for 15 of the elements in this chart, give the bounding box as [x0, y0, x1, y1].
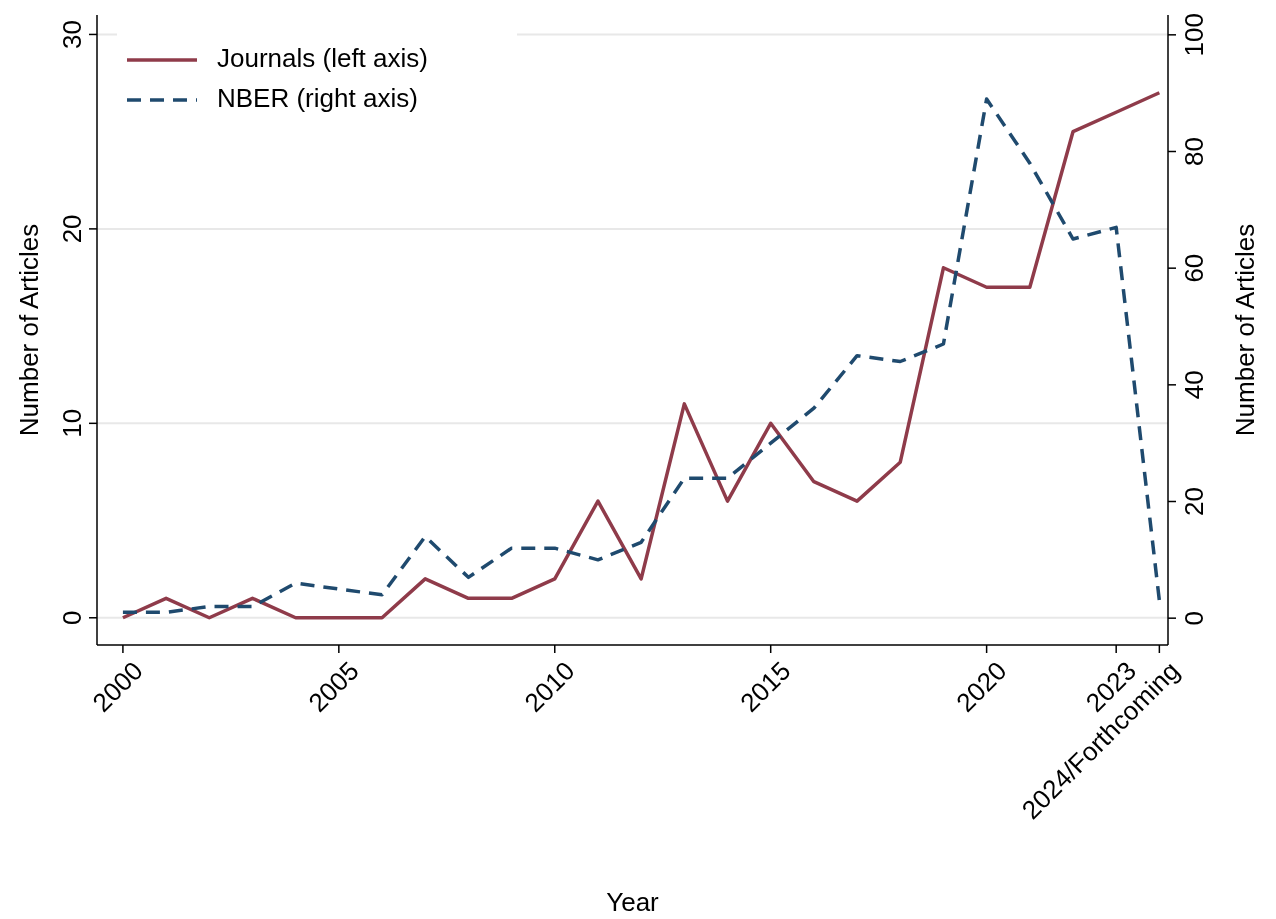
x-axis-title: Year [606, 887, 660, 917]
y2-tick-label: 40 [1179, 370, 1210, 400]
y2-tick-label: 100 [1179, 13, 1210, 57]
legend-label: NBER (right axis) [217, 82, 418, 113]
y-tick-label: 10 [57, 408, 87, 438]
y2-tick-label: 0 [1179, 610, 1210, 626]
y2-axis-title: Number of Articles [1230, 223, 1260, 437]
y-tick-label: 30 [57, 19, 87, 49]
y-axis-title: Number of Articles [14, 223, 44, 437]
y2-tick-label: 80 [1179, 137, 1210, 166]
y-tick-label: 20 [57, 214, 87, 244]
legend-label: Journals (left axis) [217, 42, 428, 73]
y-tick-label: 0 [57, 610, 87, 626]
y2-tick-label: 60 [1179, 253, 1210, 283]
y2-tick-label: 20 [1179, 487, 1210, 516]
